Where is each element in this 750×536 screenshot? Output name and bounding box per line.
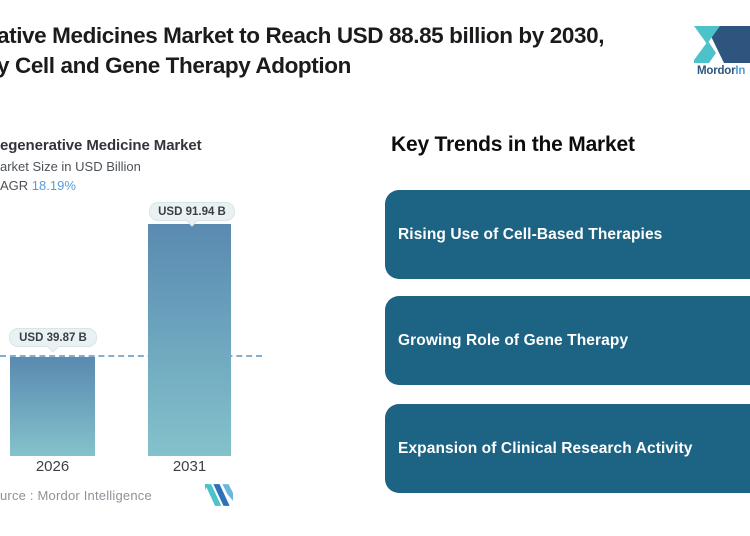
cagr-value: 18.19% [31,178,76,193]
x-label-2031: 2031 [172,458,207,475]
mini-mordor-logo-icon [205,484,233,506]
chart-subtitle: arket Size in USD Billion [0,159,141,174]
page-title-line1: ative Medicines Market to Reach USD 88.8… [0,23,605,48]
value-label-pill-2026: USD 39.87 B [9,328,97,347]
mordor-logo-mark-icon [694,26,750,63]
page-title-line2: y Cell and Gene Therapy Adoption [0,53,351,78]
brand-name-rest: In [735,65,746,77]
trend-label: Growing Role of Gene Therapy [398,331,629,349]
source-note: urce : Mordor Intelligence [0,488,152,503]
trend-label: Expansion of Clinical Research Activity [398,439,693,457]
baseline-dashed-line [0,355,262,357]
mordor-logo-text: MordorIn [697,65,745,77]
chart-cagr: AGR 18.19% [0,178,76,193]
bar-2031 [148,224,231,456]
chart-title: egenerative Medicine Market [0,137,202,154]
bar-2026 [10,357,95,456]
trend-box-cell-based-therapies: Rising Use of Cell-Based Therapies [385,190,750,279]
mordor-logo: MordorIn [694,26,750,77]
brand-name-bold: Mordor [697,65,736,77]
value-label-pill-2031: USD 91.94 B [149,202,235,221]
key-trends-heading: Key Trends in the Market [391,133,635,156]
x-label-2026: 2026 [35,458,70,475]
page-title: ative Medicines Market to Reach USD 88.8… [0,21,604,81]
trend-box-clinical-research: Expansion of Clinical Research Activity [385,404,750,493]
cagr-label: AGR [0,178,32,193]
trend-label: Rising Use of Cell-Based Therapies [398,225,663,243]
trend-box-gene-therapy: Growing Role of Gene Therapy [385,296,750,385]
